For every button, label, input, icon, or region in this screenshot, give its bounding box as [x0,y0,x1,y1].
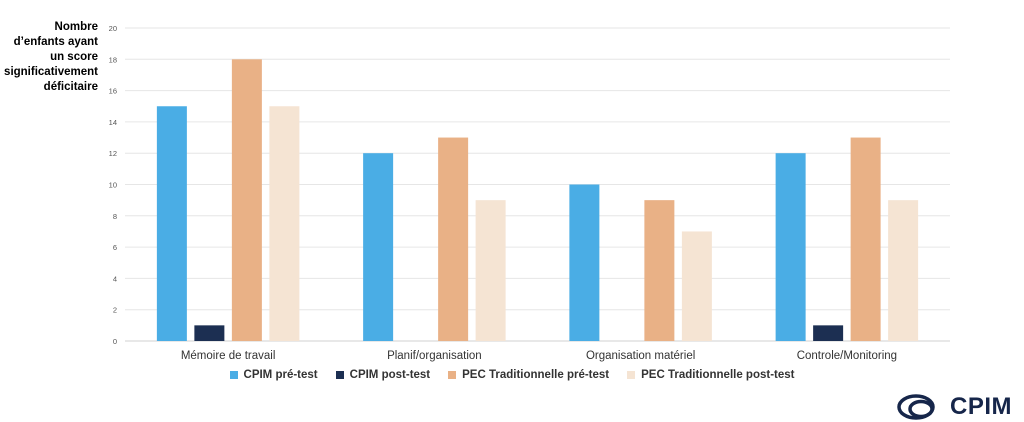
legend-item-cpim-post: CPIM post-test [335,369,431,381]
y-tick-label: 16 [109,87,117,96]
y-tick-label: 20 [109,24,117,33]
x-tick-label: Planif/organisation [387,350,482,362]
x-tick-label: Controle/Monitoring [797,350,897,362]
bar-chart: 0 2 4 6 8 10 12 14 16 18 20 Mémoire de travail Plani… [109,24,950,362]
y-tick-label: 2 [113,306,117,315]
legend-item-cpim-pre: CPIM pré-test [229,369,318,381]
bar [813,325,844,341]
legend-swatch [448,371,457,379]
legend-item-pec-post: PEC Traditionnelle post-test [627,369,794,381]
bar [888,200,919,341]
y-tick-label: 12 [109,149,117,158]
legend-swatch [335,371,344,379]
legend-label: CPIM pré-test [243,369,318,381]
legend-label: CPIM post-test [349,369,431,381]
bar [194,325,225,341]
legend-label: PEC Traditionnelle post-test [641,369,795,381]
y-axis-title: Nombre d’enfants ayant un score signific… [0,20,98,95]
bar [569,184,600,341]
bar [156,106,187,341]
y-axis-title-line: d’enfants ayant [13,36,98,48]
y-tick-label: 4 [113,274,117,283]
cpim-logo: CPIM [896,392,1012,422]
bar [475,200,506,341]
chart-legend: CPIM pré-test CPIM post-test PEC Traditi… [0,369,1024,381]
y-tick-label: 0 [113,337,117,346]
y-tick-label: 18 [109,55,117,64]
bar [438,137,469,341]
legend-swatch [627,371,636,379]
x-tick-label: Organisation matériel [586,350,695,362]
y-axis-title-line: significativement [4,66,98,78]
y-axis-title-line: Nombre [54,21,98,33]
y-tick-label: 8 [113,212,117,221]
bar [231,59,262,342]
legend-item-pec-pre: PEC Traditionnelle pré-test [448,369,609,381]
legend-label: PEC Traditionnelle pré-test [462,369,610,381]
y-tick-label: 14 [109,118,117,127]
cpim-logo-text: CPIM [950,393,1012,420]
bar [363,153,394,341]
x-tick-label: Mémoire de travail [181,350,276,362]
bar [644,200,675,341]
y-axis-title-line: un score [50,51,98,63]
y-tick-label: 6 [113,243,117,252]
bar [269,106,300,341]
bar [850,137,881,341]
y-tick-label: 10 [109,181,117,190]
bar [775,153,806,341]
legend-swatch [229,371,238,379]
cpim-logo-icon [897,394,935,420]
y-axis-title-line: déficitaire [43,81,98,93]
bar [681,231,712,341]
